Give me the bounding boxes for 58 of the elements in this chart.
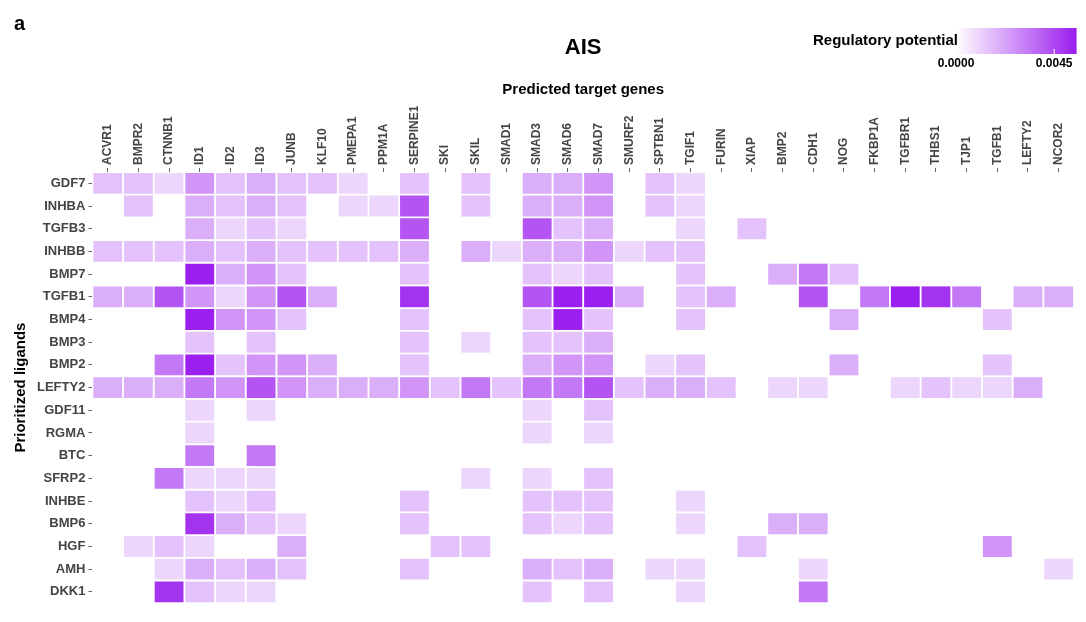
x-axis-title: Predicted target genes: [502, 80, 665, 98]
x-tick-label: TJP1: [958, 135, 973, 165]
x-tick-label: TGFBR1: [897, 116, 912, 165]
x-tick-label: JUNB: [284, 131, 299, 165]
x-tick-label: LEFTY2: [1020, 120, 1035, 165]
y-tick-label: AMH: [55, 560, 86, 576]
x-tick-label: SMAD6: [560, 122, 575, 165]
y-axis-title: Prioritized ligands: [11, 322, 29, 453]
x-tick-label: PPM1A: [376, 123, 391, 165]
y-tick-label: HGF: [57, 538, 86, 554]
x-tick-label: SMAD3: [529, 122, 544, 165]
x-tick-label: SERPINE1: [406, 105, 421, 165]
x-tick-label: CDH1: [805, 132, 820, 165]
y-tick-label: INHBB: [44, 243, 86, 259]
y-tick-label: TGFB1: [42, 288, 86, 304]
y-tick-label: BMP2: [49, 356, 86, 372]
x-tick-label: NOG: [836, 137, 851, 165]
x-tick-label: NCOR2: [1050, 122, 1065, 165]
x-tick-label: THBS1: [928, 125, 943, 165]
legend-title: Regulatory potential: [812, 31, 958, 49]
x-tick-label: TGFB1: [989, 125, 1004, 165]
chart-title: AIS: [564, 34, 602, 60]
x-tick-label: CTNNB1: [161, 116, 176, 165]
x-tick-label: SKIL: [468, 137, 483, 165]
y-tick-label: RGMA: [45, 424, 86, 440]
x-tick-label: SMAD7: [590, 122, 605, 165]
x-tick-label: SKI: [437, 144, 452, 165]
x-tick-label: FKBP1A: [866, 116, 881, 165]
x-tick-label: SMAD1: [498, 122, 513, 165]
x-tick-label: PMEPA1: [345, 116, 360, 165]
y-tick-label: GDF11: [44, 401, 86, 417]
text: a: [14, 11, 26, 34]
y-tick-label: DKK1: [49, 583, 86, 599]
x-tick-label: BMP2: [774, 131, 789, 165]
y-tick-label: LEFTY2: [36, 379, 86, 395]
y-tick-label: BMP7: [49, 265, 86, 281]
y-tick-label: GDF7: [50, 174, 86, 190]
x-tick-label: FURIN: [713, 128, 728, 165]
x-tick-label: XIAP: [744, 136, 759, 165]
x-tick-label: BMPR2: [130, 122, 145, 165]
x-tick-label: ID2: [222, 146, 237, 165]
y-tick-label: BMP6: [49, 515, 86, 531]
color-bar-label: 0.0000: [937, 56, 975, 71]
y-tick-label: BTC: [58, 447, 86, 463]
y-tick-label: BMP3: [49, 333, 86, 349]
x-tick-label: ID1: [192, 146, 207, 165]
y-tick-label: SFRP2: [43, 469, 86, 485]
y-tick-label: BMP4: [49, 311, 87, 327]
x-tick-label: TGIF1: [682, 130, 697, 165]
x-tick-label: ID3: [253, 146, 268, 165]
x-tick-label: SMURF2: [621, 115, 636, 165]
x-tick-label: SPTBN1: [652, 117, 667, 165]
y-tick-label: TGFB3: [42, 220, 86, 236]
y-tick-label: INHBA: [44, 197, 86, 213]
color-bar-label: 0.0045: [1035, 56, 1073, 71]
y-tick-label: INHBE: [44, 492, 86, 508]
x-tick-label: ACVR1: [100, 124, 115, 165]
x-tick-label: KLF10: [314, 128, 329, 165]
